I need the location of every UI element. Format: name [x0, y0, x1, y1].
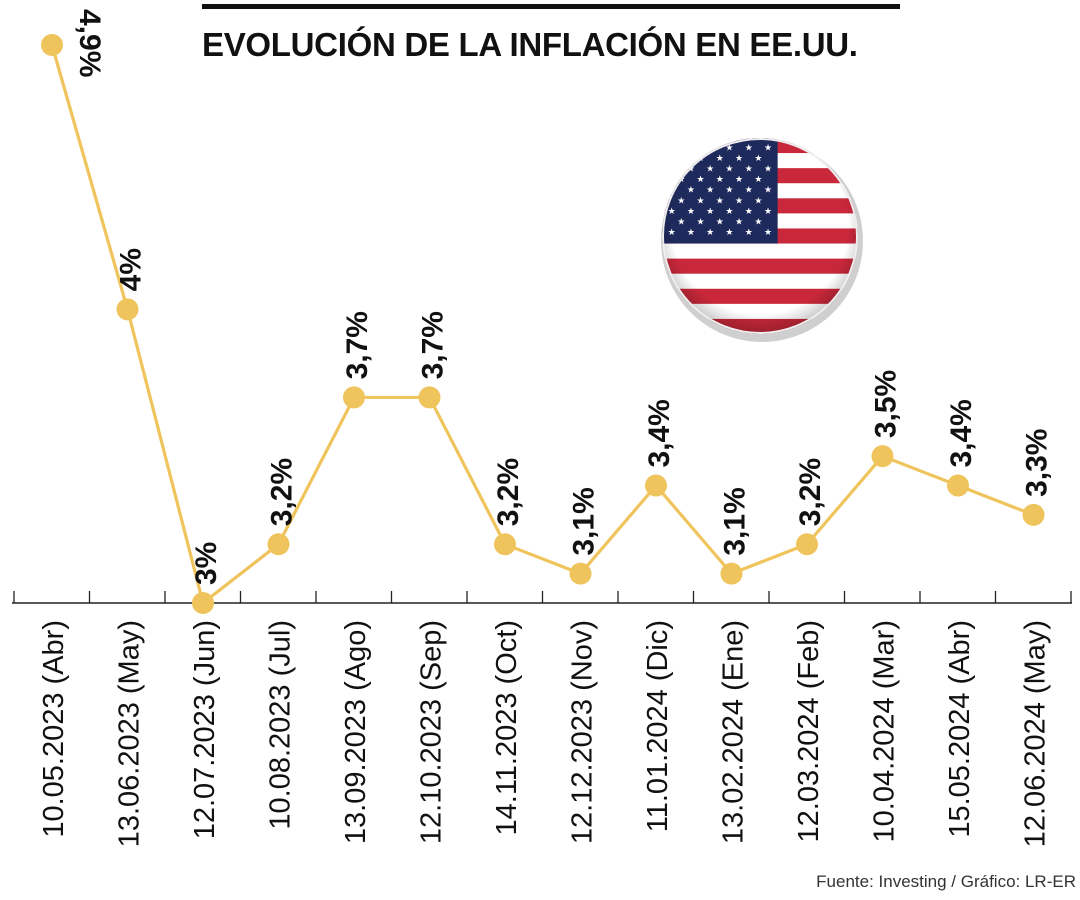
x-tick-label: 13.09.2023 (Ago) — [340, 620, 372, 844]
data-label: 3,5% — [870, 370, 903, 438]
data-labels: 4,9% 4% 3% 3,2% 3,7% 3,7% 3,2% 3,1% 3,4% 3,1% 3,2%… — [73, 9, 1054, 585]
data-label: 3,2% — [266, 458, 299, 526]
data-label: 3% — [190, 542, 223, 585]
data-label: 3,1% — [719, 487, 752, 555]
data-label: 3,4% — [643, 399, 676, 467]
data-point — [192, 592, 214, 614]
data-label: 3,7% — [417, 311, 450, 379]
x-axis — [12, 591, 1072, 604]
data-point — [1022, 503, 1045, 526]
data-point — [267, 533, 290, 556]
svg-text:★: ★ — [687, 143, 695, 153]
data-label: 4% — [115, 248, 148, 291]
data-label: 3,7% — [341, 311, 374, 379]
x-tick-label: 12.07.2023 (Jun) — [189, 620, 221, 839]
data-label: 3,3% — [1021, 429, 1054, 497]
data-label: 3,2% — [794, 458, 827, 526]
us-flag-icon: ★★★★★★★★★★★★★★★★★★★★★★★★★★★★★★★★★★★★★★★★… — [661, 138, 863, 342]
series-line — [50, 44, 1035, 605]
data-label: 3,2% — [492, 458, 525, 526]
x-tick-label: 12.03.2024 (Feb) — [793, 620, 825, 842]
source-note: Fuente: Investing / Gráfico: LR-ER — [816, 872, 1076, 891]
data-point — [871, 445, 894, 468]
data-point — [796, 533, 818, 556]
data-point — [418, 386, 441, 409]
x-tick-label: 11.01.2024 (Dic) — [642, 620, 674, 832]
data-point — [645, 474, 667, 497]
x-tick-label: 13.02.2024 (Ene) — [718, 620, 750, 844]
x-tick-label: 13.06.2023 (May) — [114, 620, 146, 847]
x-tick-label: 12.12.2023 (Nov) — [567, 620, 599, 844]
data-point — [41, 34, 63, 56]
title-rule — [202, 4, 900, 9]
data-points — [41, 34, 1045, 614]
svg-text:★: ★ — [677, 154, 685, 164]
x-tick-label: 12.10.2023 (Sep) — [416, 620, 448, 844]
x-tick-label: 15.05.2024 (Abr) — [944, 620, 976, 838]
x-tick-label: 10.08.2023 (Jul) — [265, 620, 297, 830]
chart-title: EVOLUCIÓN DE LA INFLACIÓN EN EE.UU. — [202, 26, 858, 63]
data-point — [116, 298, 139, 321]
x-tick-label: 14.11.2023 (Oct) — [491, 620, 523, 835]
data-point — [569, 562, 592, 585]
svg-text:★: ★ — [668, 165, 676, 175]
data-point — [494, 533, 516, 556]
data-point — [343, 386, 365, 409]
data-point — [947, 474, 969, 497]
data-point — [720, 562, 743, 585]
x-tick-label: 12.06.2024 (May) — [1020, 620, 1052, 847]
x-tick-label: 10.05.2023 (Abr) — [38, 620, 70, 838]
data-label: 4,9% — [73, 9, 106, 77]
x-tick-labels: 10.05.2023 (Abr) 13.06.2023 (May) 12.07.20… — [38, 620, 1052, 847]
data-label: 3,4% — [945, 399, 978, 467]
data-label: 3,1% — [568, 487, 601, 555]
series-line-layer — [50, 44, 1035, 605]
x-tick-label: 10.04.2024 (Mar) — [869, 620, 901, 842]
svg-text:★: ★ — [668, 143, 676, 153]
